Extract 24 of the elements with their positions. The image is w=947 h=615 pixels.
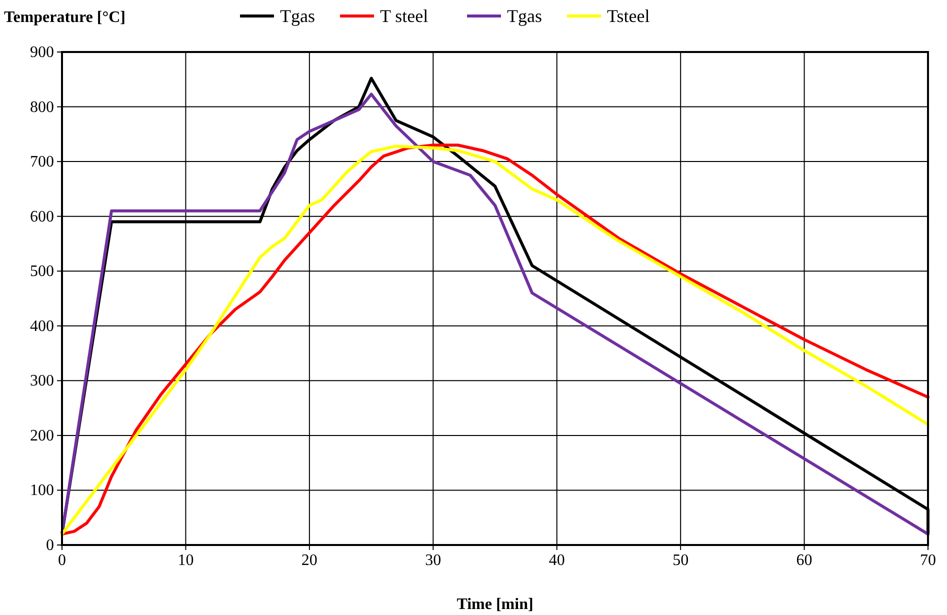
y-tick-label: 0 — [46, 537, 54, 554]
y-tick-label: 700 — [30, 154, 54, 171]
x-tick-label: 50 — [672, 552, 689, 569]
x-tick-label: 30 — [425, 552, 442, 569]
legend-label: Tgas — [507, 6, 542, 26]
legend-label: Tgas — [280, 6, 315, 26]
legend-label: Tsteel — [607, 6, 650, 26]
y-tick-label: 800 — [30, 98, 54, 116]
y-axis-title: Temperature [°C] — [4, 9, 126, 26]
x-tick-label: 60 — [796, 552, 812, 569]
x-tick-label: 70 — [920, 552, 936, 569]
x-tick-label: 40 — [548, 552, 565, 569]
y-tick-label: 200 — [30, 427, 54, 444]
x-tick-label: 20 — [301, 552, 318, 569]
y-tick-label: 600 — [30, 208, 54, 226]
y-tick-label: 900 — [30, 44, 54, 61]
y-tick-label: 500 — [30, 263, 54, 280]
legend-label: T steel — [380, 6, 428, 26]
x-tick-label: 10 — [178, 552, 194, 569]
x-tick-label: 0 — [58, 552, 66, 569]
y-tick-label: 100 — [30, 482, 54, 500]
x-axis-title: Time [min] — [456, 596, 534, 613]
y-tick-label: 400 — [30, 318, 54, 335]
y-tick-label: 300 — [30, 372, 54, 390]
